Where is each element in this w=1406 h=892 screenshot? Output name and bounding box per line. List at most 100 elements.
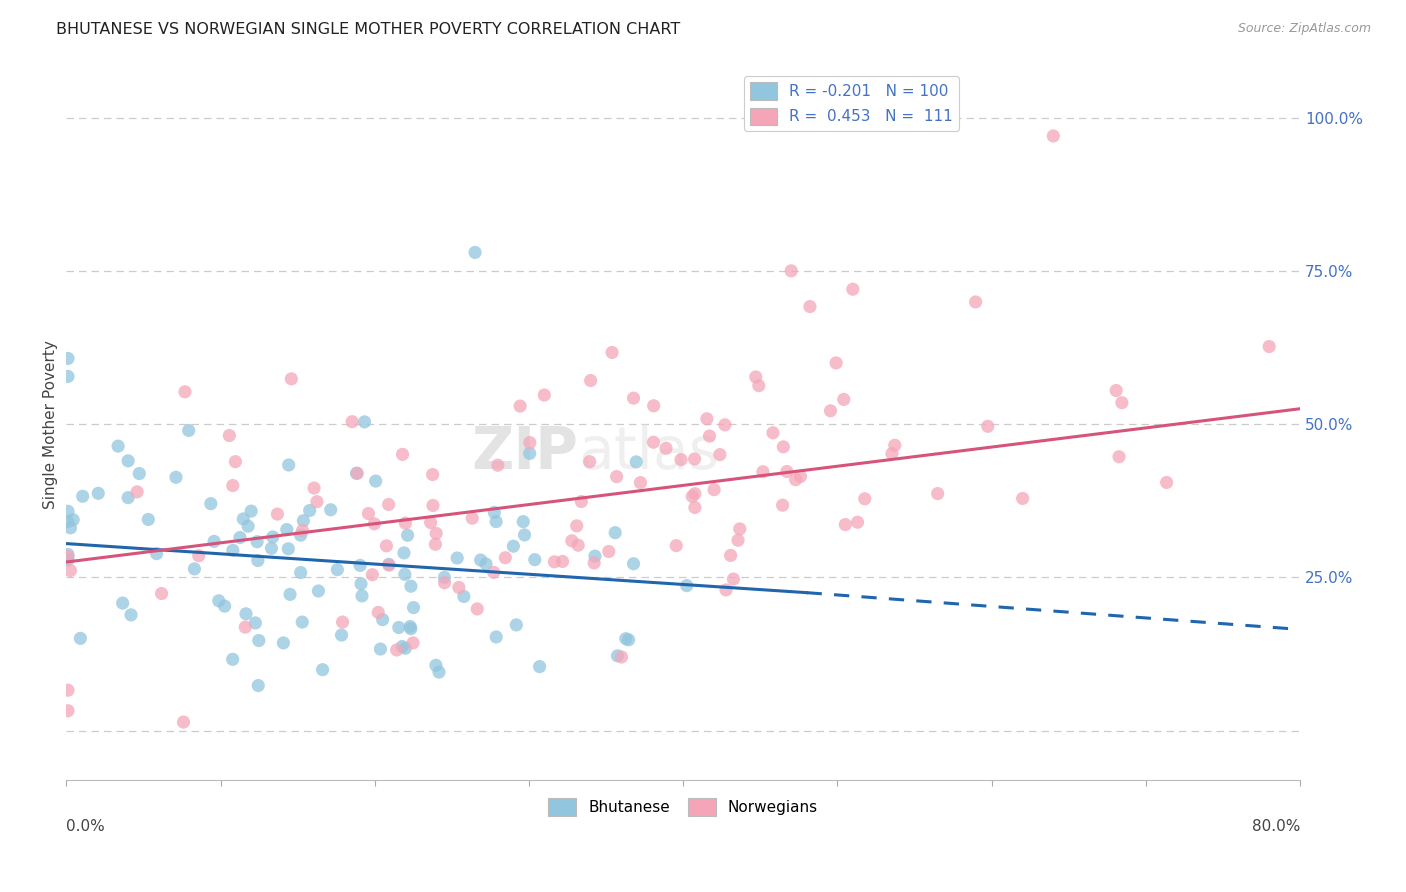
Point (56, 515, 79, 529)
Point (772, 440, 794, 454)
Point (56, 548, 79, 562)
Text: atlas: atlas (578, 424, 720, 481)
Point (394, 567, 416, 582)
Point (748, 378, 770, 392)
Point (578, 455, 600, 469)
Point (427, 665, 450, 679)
Point (543, 555, 565, 569)
Point (394, 516, 416, 530)
Point (505, 618, 527, 632)
Point (624, 455, 647, 469)
Point (361, 567, 384, 582)
Point (565, 519, 588, 533)
Point (628, 475, 651, 490)
Point (529, 659, 551, 673)
Point (433, 570, 456, 584)
Point (623, 391, 645, 405)
Point (229, 531, 252, 545)
Point (1108, 450, 1130, 464)
Point (364, 474, 387, 488)
Point (402, 636, 425, 650)
Point (165, 470, 187, 484)
Point (394, 641, 416, 656)
Point (111, 596, 134, 610)
Point (470, 553, 492, 567)
Point (683, 500, 706, 515)
Point (277, 458, 299, 472)
Point (235, 607, 257, 621)
Point (136, 512, 159, 526)
Point (72, 489, 94, 503)
Point (714, 582, 737, 597)
Point (1011, 491, 1033, 506)
Point (277, 541, 299, 556)
Point (453, 590, 475, 604)
Point (350, 576, 373, 591)
Point (266, 507, 288, 521)
Y-axis label: Single Mother Poverty: Single Mother Poverty (44, 340, 58, 508)
Point (311, 663, 333, 677)
Point (202, 534, 225, 549)
Point (433, 575, 456, 590)
Point (367, 606, 389, 620)
Point (425, 526, 447, 541)
Point (643, 435, 665, 450)
Point (247, 679, 270, 693)
Point (703, 483, 725, 497)
Text: 80.0%: 80.0% (1251, 819, 1301, 834)
Point (772, 498, 794, 512)
Point (87, 486, 110, 500)
Point (699, 429, 721, 443)
Point (260, 541, 283, 556)
Point (567, 538, 589, 552)
Point (69, 632, 91, 646)
Point (614, 632, 637, 646)
Point (340, 415, 363, 429)
Point (292, 514, 315, 528)
Point (56, 683, 79, 698)
Point (330, 628, 353, 642)
Point (399, 622, 422, 636)
Point (174, 384, 197, 399)
Point (842, 282, 865, 296)
Point (392, 546, 415, 560)
Point (785, 473, 807, 487)
Point (745, 370, 768, 384)
Point (145, 547, 167, 561)
Point (422, 499, 444, 513)
Point (465, 602, 488, 616)
Point (59, 564, 82, 578)
Point (696, 412, 718, 426)
Point (446, 551, 468, 566)
Point (56, 549, 79, 564)
Point (502, 539, 524, 553)
Point (927, 486, 949, 500)
Point (482, 566, 505, 580)
Point (561, 533, 583, 548)
Point (278, 587, 301, 601)
Point (120, 607, 142, 622)
Point (290, 528, 312, 542)
Point (825, 356, 848, 370)
Point (600, 345, 623, 359)
Text: BHUTANESE VS NORWEGIAN SINGLE MOTHER POVERTY CORRELATION CHART: BHUTANESE VS NORWEGIAN SINGLE MOTHER POV… (56, 22, 681, 37)
Point (780, 264, 803, 278)
Point (247, 633, 270, 648)
Point (62, 513, 84, 527)
Text: Source: ZipAtlas.com: Source: ZipAtlas.com (1237, 22, 1371, 36)
Point (346, 467, 368, 481)
Point (291, 524, 314, 538)
Point (214, 599, 236, 613)
Point (683, 486, 706, 500)
Point (298, 503, 321, 517)
Point (56, 553, 79, 567)
Point (273, 636, 295, 650)
Point (1105, 384, 1128, 398)
Point (583, 549, 606, 564)
Text: ZIP: ZIP (471, 424, 578, 481)
Point (752, 465, 775, 479)
Point (484, 505, 506, 519)
Point (610, 650, 633, 665)
Point (447, 581, 470, 595)
Point (353, 415, 375, 429)
